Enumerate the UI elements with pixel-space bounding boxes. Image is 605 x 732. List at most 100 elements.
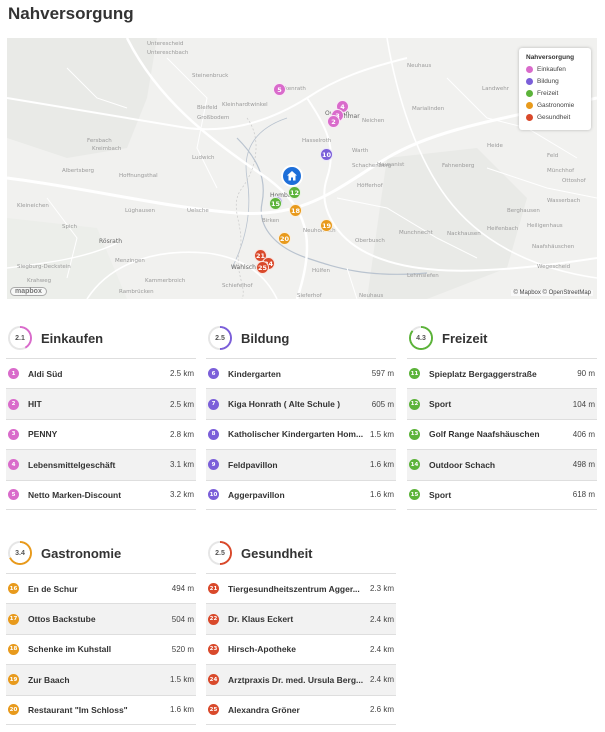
list-item[interactable]: 10 Aggerpavillon 1.6 km xyxy=(206,479,396,510)
map-place-label: Siegburg-Deckstein xyxy=(17,264,71,270)
item-name: Lebensmittelgeschäft xyxy=(28,459,116,470)
list-item[interactable]: 22 Dr. Klaus Eckert 2.4 km xyxy=(206,603,396,634)
item-name: Restaurant "Im Schloss" xyxy=(28,704,128,715)
item-number-badge: 3 xyxy=(8,428,19,440)
item-distance: 3.2 km xyxy=(169,490,194,500)
map-place-label: Hoffnungsthal xyxy=(119,173,158,179)
home-marker-icon[interactable] xyxy=(281,165,303,187)
item-distance: 3.1 km xyxy=(169,460,194,470)
map-pin-20[interactable]: 20 xyxy=(278,232,291,245)
list-item[interactable]: 7 Kiga Honrath ( Alte Schule ) 605 m xyxy=(206,388,396,419)
list-item[interactable]: 3 PENNY 2.8 km xyxy=(6,418,196,449)
map-pin-18[interactable]: 18 xyxy=(289,204,302,217)
map-place-label: Wegescheid xyxy=(537,264,571,270)
list-item[interactable]: 8 Katholischer Kindergarten Hom... 1.5 km xyxy=(206,418,396,449)
list-item[interactable]: 4 Lebensmittelgeschäft 3.1 km xyxy=(6,449,196,480)
map-pin-25[interactable]: 25 xyxy=(256,261,269,274)
list-item[interactable]: 5 Netto Marken-Discount 3.2 km xyxy=(6,479,196,510)
map-pin-12[interactable]: 12 xyxy=(288,186,301,199)
list-item[interactable]: 24 Arztpraxis Dr. med. Ursula Berg... 2.4 … xyxy=(206,664,396,695)
map-pin-19[interactable]: 19 xyxy=(320,219,333,232)
legend-label: Einkaufen xyxy=(537,66,566,73)
map-place-label: Untereschbach xyxy=(147,50,189,56)
item-number-badge: 8 xyxy=(208,428,219,440)
list-item[interactable]: 6 Kindergarten 597 m xyxy=(206,358,396,388)
list-item[interactable]: 2 HIT 2.5 km xyxy=(6,388,196,419)
item-number-badge: 11 xyxy=(409,368,420,380)
item-number-badge: 23 xyxy=(208,643,219,655)
page-title: Nahversorgung xyxy=(8,4,134,23)
map-place-label: Bleifeld xyxy=(197,105,218,111)
item-name: Spieplatz Bergaggerstraße xyxy=(429,368,537,379)
item-number-badge: 17 xyxy=(8,613,19,625)
map-place-label: Berghausen xyxy=(507,208,540,214)
list-item[interactable]: 14 Outdoor Schach 498 m xyxy=(407,449,597,480)
item-number-badge: 2 xyxy=(8,398,19,410)
map-place-label: Kleineichen xyxy=(17,203,49,209)
category-title: Freizeit xyxy=(442,330,488,346)
map-pin-5[interactable]: 5 xyxy=(273,83,286,96)
list-item[interactable]: 11 Spieplatz Bergaggerstraße 90 m xyxy=(407,358,597,388)
legend-item[interactable]: Bildung xyxy=(526,78,585,85)
legend-dot-icon xyxy=(526,78,533,85)
category-header: 2.5 Bildung xyxy=(206,318,396,358)
item-distance: 504 m xyxy=(171,614,194,624)
list-item[interactable]: 19 Zur Baach 1.5 km xyxy=(6,664,196,695)
item-distance: 1.6 km xyxy=(169,705,194,715)
item-number-badge: 18 xyxy=(8,643,19,655)
map-place-label: Hasselroth xyxy=(302,138,332,144)
poi-list: 11 Spieplatz Bergaggerstraße 90 m 12 Sport 10… xyxy=(407,358,597,510)
item-name: Kiga Honrath ( Alte Schule ) xyxy=(228,399,341,410)
item-number-badge: 20 xyxy=(8,704,19,716)
item-name: Arztpraxis Dr. med. Ursula Berg... xyxy=(228,674,364,685)
list-item[interactable]: 16 En de Schur 494 m xyxy=(6,573,196,603)
map-place-label: Neuhaus xyxy=(407,63,432,69)
legend-item[interactable]: Einkaufen xyxy=(526,66,585,73)
map-pin-2[interactable]: 2 xyxy=(327,115,340,128)
map-place-label: Kleinhardtwinkel xyxy=(222,102,268,108)
mapbox-logo[interactable]: mapbox xyxy=(10,287,47,296)
legend-item[interactable]: Gesundheit xyxy=(526,114,585,121)
item-distance: 2.5 km xyxy=(169,399,194,409)
map[interactable]: Unterescheid Untereschbach Steinenbruck Her… xyxy=(7,38,597,299)
map-pin-10[interactable]: 10 xyxy=(320,148,333,161)
list-item[interactable]: 20 Restaurant "Im Schloss" 1.6 km xyxy=(6,694,196,725)
map-place-label: Ludwich xyxy=(192,155,215,161)
list-item[interactable]: 12 Sport 104 m xyxy=(407,388,597,419)
list-item[interactable]: 13 Golf Range Naafshäuschen 406 m xyxy=(407,418,597,449)
map-place-label: Lohmar xyxy=(337,113,360,120)
legend-item[interactable]: Freizeit xyxy=(526,90,585,97)
map-place-label: Nackhausen xyxy=(447,231,481,237)
map-place-label: Oberbusch xyxy=(355,238,385,244)
item-name: Ottos Backstube xyxy=(28,614,96,625)
list-item[interactable]: 17 Ottos Backstube 504 m xyxy=(6,603,196,634)
list-item[interactable]: 9 Feldpavillon 1.6 km xyxy=(206,449,396,480)
map-attribution[interactable]: © Mapbox © OpenStreetMap xyxy=(511,290,593,296)
map-place-label: Wahlscheid xyxy=(231,264,266,271)
poi-list: 1 Aldi Süd 2.5 km 2 HIT 2.5 km 3 PENNY 2.8 km 4 Le… xyxy=(6,358,196,510)
map-place-label: Großbodem xyxy=(197,115,230,121)
item-number-badge: 21 xyxy=(208,583,219,595)
map-place-label: Kammerbroich xyxy=(145,278,186,284)
category-header: 4.3 Freizeit xyxy=(407,318,597,358)
poi-list: 16 En de Schur 494 m 17 Ottos Backstube 504 m… xyxy=(6,573,196,725)
list-item[interactable]: 23 Hirsch-Apotheke 2.4 km xyxy=(206,633,396,664)
list-item[interactable]: 18 Schenke im Kuhstall 520 m xyxy=(6,633,196,664)
map-pin-15[interactable]: 15 xyxy=(269,197,282,210)
category-gesundheit: 2.5 Gesundheit 21 Tiergesundheitszentrum Ag… xyxy=(206,533,396,725)
item-number-badge: 7 xyxy=(208,398,219,410)
list-item[interactable]: 15 Sport 618 m xyxy=(407,479,597,510)
item-name: HIT xyxy=(28,399,42,410)
map-legend: Nahversorgung Einkaufen Bildung Freizeit Ga… xyxy=(519,48,591,130)
map-place-label: Uelsche xyxy=(187,208,209,214)
map-place-label: Schachenberg xyxy=(352,163,392,169)
map-place-label: Munchnecht xyxy=(399,230,433,236)
legend-item[interactable]: Gastronomie xyxy=(526,102,585,109)
list-item[interactable]: 25 Alexandra Gröner 2.6 km xyxy=(206,694,396,725)
list-item[interactable]: 21 Tiergesundheitszentrum Agger... 2.3 km xyxy=(206,573,396,603)
score-value: 3.4 xyxy=(15,549,25,557)
score-value: 2.5 xyxy=(215,334,225,342)
item-name: Netto Marken-Discount xyxy=(28,489,122,500)
item-number-badge: 16 xyxy=(8,583,19,595)
list-item[interactable]: 1 Aldi Süd 2.5 km xyxy=(6,358,196,388)
